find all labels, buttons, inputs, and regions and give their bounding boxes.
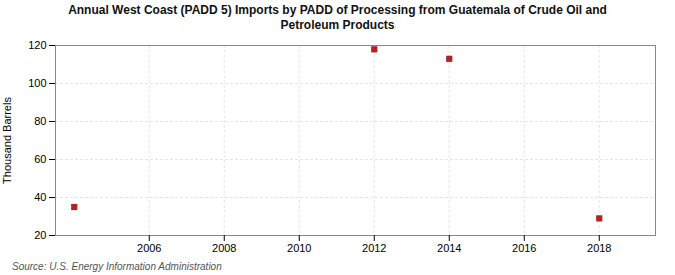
svg-text:20: 20 <box>34 229 46 241</box>
svg-text:2014: 2014 <box>437 242 461 254</box>
svg-text:80: 80 <box>34 115 46 127</box>
svg-text:2008: 2008 <box>212 242 236 254</box>
svg-text:2016: 2016 <box>512 242 536 254</box>
svg-text:Thousand Barrels: Thousand Barrels <box>1 97 13 184</box>
svg-text:2012: 2012 <box>362 242 386 254</box>
html-text:Annual West Coast (PADD 5) Imp: Annual West Coast (PADD 5) Imports by PA… <box>68 3 607 32</box>
svg-text:60: 60 <box>34 153 46 165</box>
svg-text:2010: 2010 <box>287 242 311 254</box>
svg-text:2018: 2018 <box>587 242 611 254</box>
svg-text:120: 120 <box>28 39 46 51</box>
svg-text:100: 100 <box>28 77 46 89</box>
html-text:Source: U.S. Energy Informatio: Source: U.S. Energy Information Administ… <box>12 261 222 272</box>
svg-text:2006: 2006 <box>137 242 161 254</box>
svg-text:40: 40 <box>34 191 46 203</box>
